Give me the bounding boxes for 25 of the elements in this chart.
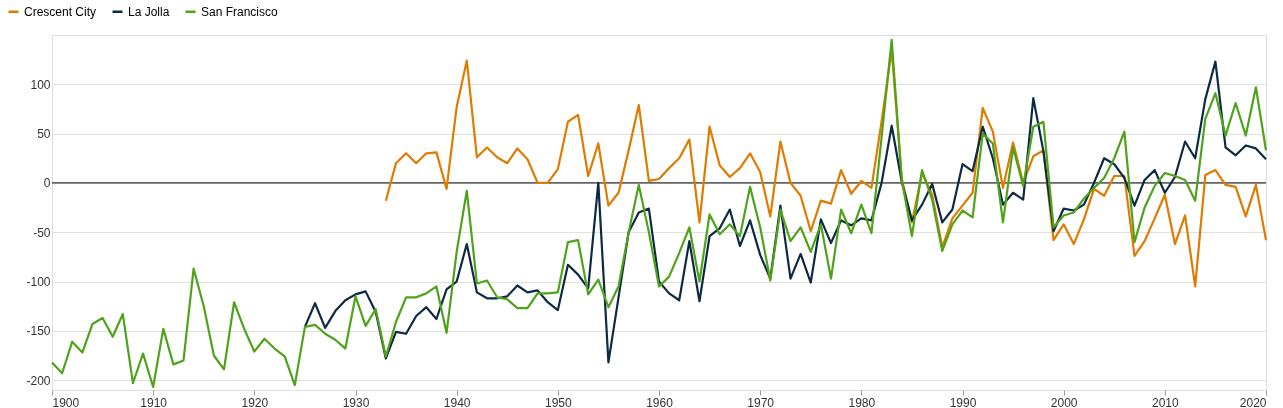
y-tick-label: 0 bbox=[43, 176, 51, 191]
y-tick-label: -50 bbox=[33, 225, 51, 240]
x-tick-label: 1940 bbox=[443, 395, 471, 408]
line-series bbox=[303, 60, 1268, 364]
x-tick-label: 1920 bbox=[241, 395, 269, 408]
x-tick-label: 1900 bbox=[52, 395, 80, 408]
line-series bbox=[50, 38, 1268, 389]
x-tick-label: 2000 bbox=[1050, 395, 1078, 408]
legend-label: San Francisco bbox=[201, 4, 279, 19]
x-tick-label: 1990 bbox=[949, 395, 977, 408]
x-tick-label: 2010 bbox=[1151, 395, 1179, 408]
legend-label: La Jolla bbox=[128, 4, 170, 19]
x-tick-label: 1980 bbox=[848, 395, 876, 408]
y-tick-label: 50 bbox=[37, 127, 51, 142]
x-tick-label: 1950 bbox=[544, 395, 572, 408]
x-tick-label: 1930 bbox=[342, 395, 370, 408]
x-tick-label: 1960 bbox=[646, 395, 674, 408]
x-tick-label: 1910 bbox=[140, 395, 168, 408]
y-tick-label: -150 bbox=[26, 324, 51, 339]
x-tick-label: 2020 bbox=[1239, 395, 1267, 408]
y-tick-label: -100 bbox=[26, 275, 51, 290]
legend-label: Crescent City bbox=[24, 4, 97, 19]
y-tick-label: -200 bbox=[26, 373, 51, 388]
y-tick-label: 100 bbox=[30, 77, 51, 92]
x-tick-label: 1970 bbox=[747, 395, 775, 408]
